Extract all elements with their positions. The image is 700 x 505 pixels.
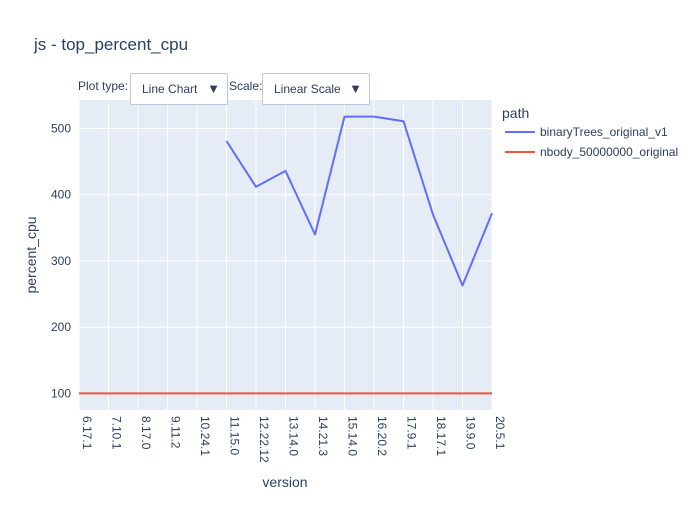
y-tick-label: 300 xyxy=(51,254,71,268)
y-axis-title: percent_cpu xyxy=(23,216,39,293)
plot-type-dropdown[interactable]: Line Chart ▼ xyxy=(130,73,228,105)
x-tick-label: 8.17.0 xyxy=(139,416,153,450)
x-tick-label: 12.22.12 xyxy=(257,416,271,463)
scale-value: Linear Scale xyxy=(274,82,341,96)
x-tick-label: 19.9.0 xyxy=(464,416,478,450)
y-tick-labels: 100 200 300 400 500 xyxy=(51,121,71,400)
x-tick-label: 17.9.1 xyxy=(405,416,419,450)
x-tick-label: 16.20.2 xyxy=(375,416,389,456)
x-tick-labels: 6.17.1 7.10.1 8.17.0 9.11.2 10.24.1 11.15.0 12… xyxy=(80,416,507,463)
x-gridlines xyxy=(78,100,493,410)
x-tick-label: 9.11.2 xyxy=(169,416,183,449)
x-tick-label: 18.17.1 xyxy=(434,416,448,456)
chevron-down-icon: ▼ xyxy=(207,81,220,96)
scale-label: Scale: xyxy=(229,79,263,93)
y-tick-label: 200 xyxy=(51,320,71,334)
legend: path binaryTrees_original_v1 nbody_500000… xyxy=(502,105,678,159)
x-tick-label: 10.24.1 xyxy=(198,416,212,456)
scale-dropdown[interactable]: Linear Scale ▼ xyxy=(262,73,370,105)
x-axis-title: version xyxy=(262,474,307,490)
y-tick-label: 400 xyxy=(51,188,71,202)
x-tick-label: 6.17.1 xyxy=(80,416,94,450)
x-tick-label: 7.10.1 xyxy=(110,416,124,450)
x-tick-label: 15.14.0 xyxy=(346,416,360,456)
series-layer xyxy=(79,115,493,395)
x-tick-label: 14.21.3 xyxy=(316,416,330,456)
x-tick-label: 13.14.0 xyxy=(287,416,301,456)
x-tick-label: 20.5.1 xyxy=(493,416,507,450)
legend-item-label[interactable]: nbody_50000000_original xyxy=(540,145,678,159)
legend-item-label[interactable]: binaryTrees_original_v1 xyxy=(540,125,668,139)
y-tick-label: 500 xyxy=(51,121,71,135)
x-tick-label: 11.15.0 xyxy=(228,416,242,455)
series-line xyxy=(225,115,493,287)
plot-type-label: Plot type: xyxy=(78,79,129,93)
y-tick-label: 100 xyxy=(51,386,71,400)
legend-title: path xyxy=(502,105,529,121)
chart-title: js - top_percent_cpu xyxy=(33,35,188,54)
plot-type-value: Line Chart xyxy=(142,82,198,96)
chevron-down-icon: ▼ xyxy=(349,81,362,96)
